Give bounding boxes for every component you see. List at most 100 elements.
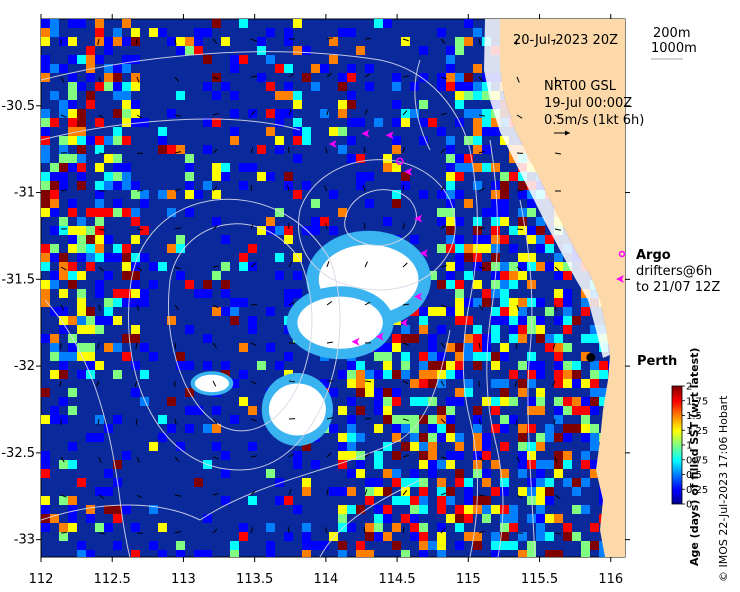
sst-cell	[437, 505, 446, 514]
sst-cell	[212, 406, 221, 415]
sst-cell	[455, 505, 464, 514]
sst-cell	[50, 271, 59, 280]
sst-cell	[554, 271, 563, 280]
drifter-legend-label: drifters@6h	[636, 264, 712, 279]
sst-cell	[338, 514, 347, 523]
sst-cell	[356, 505, 365, 514]
current-vector	[478, 342, 481, 349]
sst-cell	[446, 433, 455, 442]
sst-cell	[500, 352, 509, 361]
sst-cell	[536, 442, 545, 451]
sst-cell	[527, 397, 536, 406]
sst-cell	[455, 172, 464, 181]
sst-cell	[599, 370, 608, 379]
current-vector	[325, 223, 328, 230]
sst-cell	[68, 109, 77, 118]
sst-cell	[554, 253, 563, 262]
sst-cell	[230, 541, 239, 550]
current-vector	[250, 342, 257, 346]
sst-cell	[41, 109, 50, 118]
sst-cell	[95, 181, 104, 190]
sst-cell	[482, 109, 491, 118]
sst-cell	[248, 496, 257, 505]
sst-cell	[284, 91, 293, 100]
sst-cell	[221, 37, 230, 46]
sst-cell	[473, 109, 482, 118]
current-vector	[363, 146, 366, 154]
sst-cell	[545, 514, 554, 523]
sst-cell	[50, 181, 59, 190]
sst-cell	[419, 361, 428, 370]
sst-cell	[113, 541, 122, 550]
sst-cell	[545, 262, 554, 271]
sst-cell	[545, 235, 554, 244]
sst-cell	[302, 46, 311, 55]
sst-cell	[95, 163, 104, 172]
sst-cell	[194, 37, 203, 46]
current-vector	[60, 494, 67, 498]
sst-cell	[491, 118, 500, 127]
sst-cell	[554, 334, 563, 343]
sst-cell	[455, 298, 464, 307]
sst-cell	[104, 271, 113, 280]
sst-cell	[536, 235, 545, 244]
drifter-point-0	[328, 139, 337, 148]
sst-cell	[50, 208, 59, 217]
credit-label: © IMOS 22-Jul-2023 17:06 Hobart	[717, 395, 730, 582]
sst-cell	[59, 307, 68, 316]
sst-cell	[212, 271, 221, 280]
sst-cell	[221, 262, 230, 271]
sst-cell	[275, 271, 284, 280]
sst-cell	[563, 379, 572, 388]
sst-cell	[437, 82, 446, 91]
sst-cell	[275, 253, 284, 262]
sst-cell	[68, 154, 77, 163]
sst-cell	[527, 235, 536, 244]
sst-cell	[302, 73, 311, 82]
sst-cell	[401, 352, 410, 361]
sst-cell	[464, 82, 473, 91]
sst-cell	[410, 334, 419, 343]
current-vector	[364, 261, 368, 268]
sst-cell	[455, 289, 464, 298]
sst-cell	[401, 550, 410, 557]
sst-cell	[509, 415, 518, 424]
sst-cell	[500, 298, 509, 307]
sst-cell	[113, 370, 122, 379]
sst-cell	[419, 100, 428, 109]
sst-cell	[203, 334, 212, 343]
sst-cell	[113, 172, 122, 181]
sst-cell	[392, 100, 401, 109]
contour-lines	[41, 51, 536, 557]
sst-cell	[419, 523, 428, 532]
sst-cell	[113, 199, 122, 208]
current-vector	[402, 454, 409, 458]
sst-cell	[257, 37, 266, 46]
sst-cell	[50, 172, 59, 181]
sst-cell	[419, 442, 428, 451]
sst-cell	[545, 496, 554, 505]
current-vector	[250, 455, 257, 458]
sst-cell	[491, 280, 500, 289]
sst-cell	[329, 226, 338, 235]
sst-cell	[122, 334, 131, 343]
current-vector	[554, 114, 561, 120]
sst-cell	[446, 361, 455, 370]
sst-cell	[284, 226, 293, 235]
sst-cell	[194, 28, 203, 37]
sst-cell	[59, 109, 68, 118]
current-vector	[136, 76, 140, 83]
sst-cell	[338, 28, 347, 37]
sst-cell	[491, 550, 500, 557]
sst-cell	[545, 433, 554, 442]
sst-cell	[221, 82, 230, 91]
sst-cell	[482, 505, 491, 514]
sst-cell	[437, 361, 446, 370]
sst-cell	[464, 19, 473, 28]
sst-cell	[545, 478, 554, 487]
sst-cell	[518, 451, 527, 460]
sst-cell	[212, 19, 221, 28]
sst-cell	[131, 217, 140, 226]
sst-cell	[329, 37, 338, 46]
sst-cell	[113, 298, 122, 307]
